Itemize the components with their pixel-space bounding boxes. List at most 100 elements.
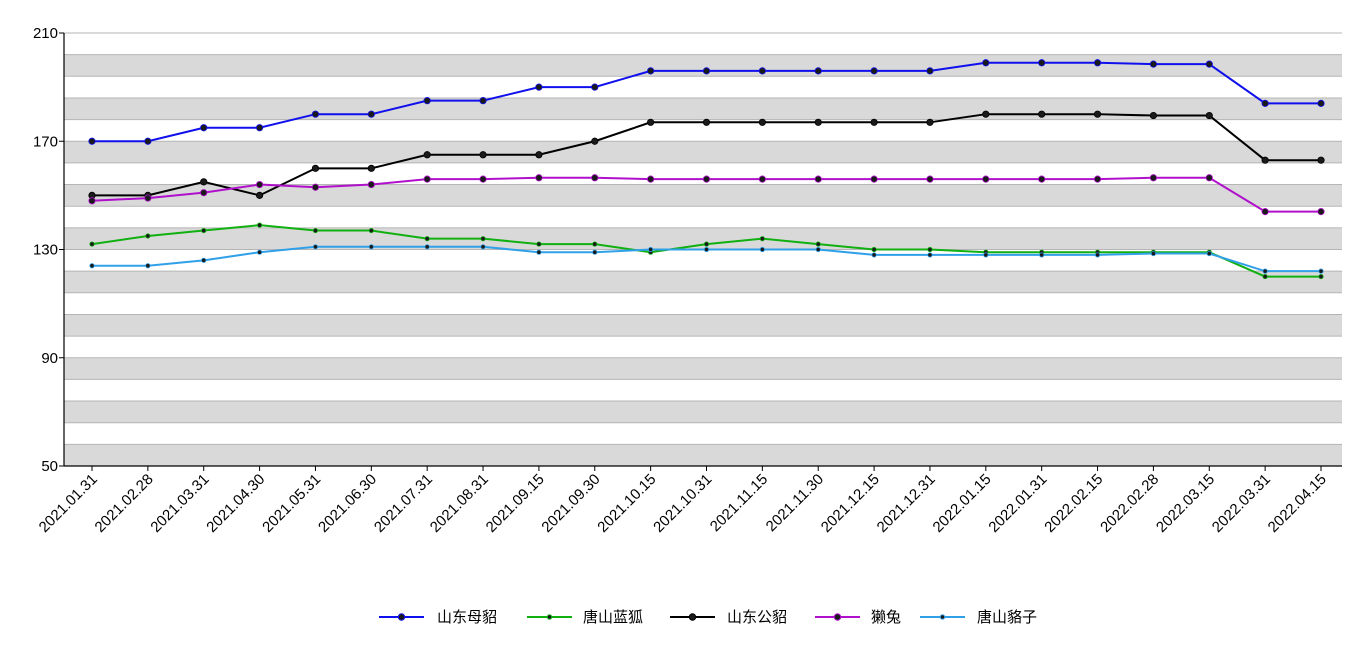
data-point: [702, 118, 711, 126]
data-point: [1094, 252, 1101, 258]
data-point: [536, 241, 542, 247]
data-point: [703, 241, 710, 247]
x-tick-label: 2022.02.28: [1097, 471, 1162, 536]
series-line: [89, 244, 1324, 274]
grid-band: [64, 33, 1342, 55]
data-point: [255, 124, 264, 132]
data-point: [479, 151, 487, 159]
grid-band: [64, 422, 1342, 445]
data-point: [1093, 59, 1102, 67]
data-point: [647, 175, 655, 183]
data-point: [592, 241, 598, 247]
data-point: [1262, 273, 1268, 280]
y-tick-label: 130: [33, 242, 58, 259]
data-point: [1149, 174, 1158, 182]
data-point: [200, 189, 208, 197]
data-point: [648, 246, 654, 253]
data-point: [535, 151, 543, 159]
data-point: [591, 174, 599, 182]
legend-item: 唐山貉子: [920, 608, 1037, 626]
data-point: [1261, 156, 1269, 164]
data-point: [311, 110, 320, 118]
data-point: [870, 67, 878, 75]
data-point: [1150, 250, 1157, 257]
grid-band: [64, 119, 1342, 142]
data-point: [88, 197, 96, 205]
x-tick-label: 2021.10.15: [594, 471, 659, 536]
data-point: [592, 249, 598, 255]
legend-label: 獭兔: [871, 608, 901, 626]
data-point: [368, 244, 374, 250]
x-tick-label: 2022.03.15: [1153, 471, 1218, 536]
data-point: [814, 175, 822, 183]
legend-swatch-marker: [546, 614, 553, 620]
data-point: [368, 227, 374, 234]
x-tick-label: 2021.06.30: [315, 471, 380, 536]
series-line: [88, 59, 1325, 145]
data-point: [926, 118, 934, 126]
data-point: [424, 236, 430, 242]
legend-item: 山东公貂: [670, 608, 787, 626]
data-point: [815, 241, 821, 247]
grid-band: [64, 444, 1342, 466]
grid-band: [64, 54, 1342, 77]
data-point: [200, 124, 208, 132]
data-point: [145, 263, 151, 269]
grid-band: [64, 357, 1342, 380]
grid-band: [64, 401, 1342, 423]
data-point: [89, 263, 95, 269]
legend-swatch-marker: [397, 613, 406, 621]
legend-swatch-marker: [939, 614, 946, 620]
data-point: [1318, 268, 1324, 274]
data-point: [702, 175, 711, 183]
data-point: [926, 175, 934, 183]
data-point: [424, 244, 430, 250]
y-axis-ticks: 50 90 130 170 210: [33, 25, 64, 475]
x-tick-label: 2021.04.30: [203, 471, 268, 536]
legend-swatch-marker: [833, 613, 842, 621]
data-point: [1038, 175, 1046, 183]
data-point: [758, 67, 766, 75]
data-point: [871, 252, 877, 258]
data-point: [535, 174, 543, 182]
data-point: [927, 252, 933, 258]
data-point: [647, 118, 655, 126]
x-tick-label: 2021.08.31: [427, 471, 492, 536]
legend-swatch-marker: [688, 613, 697, 621]
data-point: [256, 249, 263, 255]
data-point: [1261, 208, 1269, 216]
data-point: [870, 118, 878, 126]
data-point: [255, 180, 264, 189]
data-point: [480, 236, 486, 242]
data-point: [759, 236, 765, 242]
x-tick-label: 2021.05.31: [259, 471, 324, 536]
data-point: [312, 244, 319, 250]
data-point: [1039, 252, 1045, 258]
data-point: [367, 164, 375, 172]
grid-band: [64, 314, 1342, 337]
x-tick-label: 2021.11.30: [763, 471, 827, 535]
data-point: [1093, 175, 1102, 183]
x-tick-label: 2022.02.15: [1041, 471, 1106, 536]
data-point: [1205, 111, 1213, 120]
data-point: [256, 222, 263, 228]
y-tick-label: 210: [33, 25, 58, 42]
grid-band: [64, 336, 1342, 358]
data-point: [703, 246, 710, 253]
data-point: [702, 67, 711, 75]
x-tick-label: 2021.12.15: [818, 471, 883, 536]
grid-band: [64, 184, 1342, 207]
data-point: [815, 246, 821, 253]
data-point: [1317, 208, 1325, 216]
data-point: [759, 246, 765, 253]
series-line: [88, 110, 1325, 199]
data-point: [591, 83, 599, 91]
series-line: [89, 222, 1324, 280]
data-point: [927, 246, 933, 253]
grid-band: [64, 292, 1342, 315]
x-tick-label: 2021.12.31: [874, 471, 939, 536]
data-point: [480, 244, 486, 250]
data-point: [367, 110, 375, 118]
data-point: [1317, 99, 1325, 107]
